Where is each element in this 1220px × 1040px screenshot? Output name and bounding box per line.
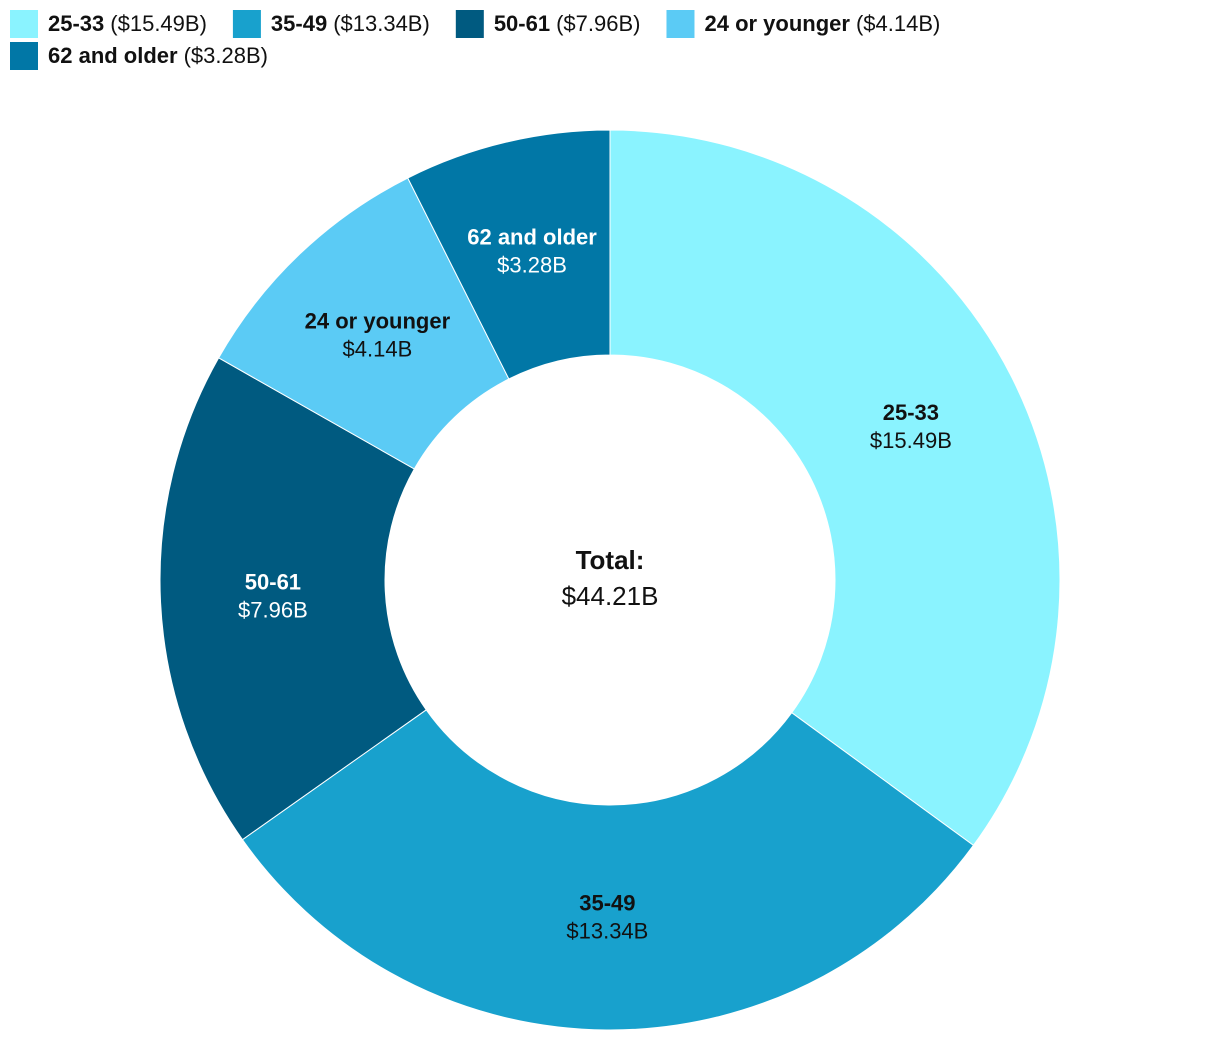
total-value: $44.21B — [562, 581, 659, 611]
legend-name: 62 and older — [48, 43, 178, 68]
slice-name: 25-33 — [883, 400, 939, 425]
slice-name: 62 and older — [467, 224, 597, 249]
legend-item: 62 and older ($3.28B) — [10, 42, 268, 70]
slice-labels: 25-33 $15.49B 35-49 $13.34B 50-61 $7.96B 24 or… — [238, 224, 952, 943]
legend-name: 24 or younger — [704, 11, 850, 36]
wedge — [609, 129, 1061, 847]
slice-value: $15.49B — [870, 428, 952, 453]
legend-item: 50-61 ($7.96B) — [455, 10, 641, 38]
slice-value: $7.96B — [238, 597, 308, 622]
legend-value: ($15.49B) — [110, 11, 207, 36]
legend-item: 35-49 ($13.34B) — [232, 10, 430, 38]
total-title: Total: — [576, 545, 645, 575]
legend-item: 24 or younger ($4.14B) — [666, 10, 940, 38]
legend-label: 50-61 ($7.96B) — [494, 11, 641, 36]
slice-name: 50-61 — [245, 569, 301, 594]
wedge — [159, 357, 427, 841]
legend-label: 25-33 ($15.49B) — [48, 11, 207, 36]
legend-value: ($3.28B) — [184, 43, 268, 68]
donut — [159, 129, 1061, 1031]
legend-swatch — [10, 42, 38, 70]
legend-label: 24 or younger ($4.14B) — [704, 11, 940, 36]
legend-name: 50-61 — [494, 11, 550, 36]
legend-value: ($4.14B) — [856, 11, 940, 36]
slice-name: 24 or younger — [305, 308, 451, 333]
slice-name: 35-49 — [579, 890, 635, 915]
slice-value: $4.14B — [343, 336, 413, 361]
wedge — [241, 709, 975, 1031]
legend-name: 25-33 — [48, 11, 104, 36]
wedge — [407, 129, 611, 380]
legend-value: ($13.34B) — [333, 11, 430, 36]
legend: 25-33 ($15.49B) 35-49 ($13.34B) 50-61 ($7.96B… — [10, 10, 940, 70]
legend-value: ($7.96B) — [556, 11, 640, 36]
legend-item: 25-33 ($15.49B) — [10, 10, 207, 38]
legend-swatch — [10, 10, 38, 38]
slice-value: $13.34B — [566, 918, 648, 943]
slice-value: $3.28B — [497, 252, 567, 277]
legend-name: 35-49 — [271, 11, 327, 36]
legend-swatch — [455, 10, 484, 38]
legend-label: 62 and older ($3.28B) — [48, 43, 268, 68]
legend-label: 35-49 ($13.34B) — [271, 11, 430, 36]
legend-swatch — [232, 10, 261, 38]
legend-swatch — [666, 10, 695, 38]
